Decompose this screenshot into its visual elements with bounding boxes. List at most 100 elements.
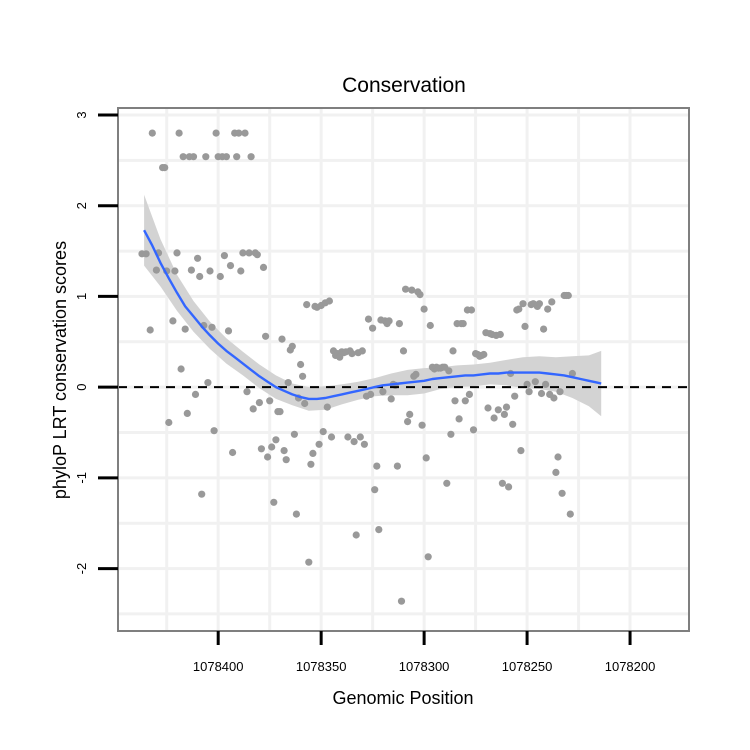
- data-point: [202, 153, 210, 161]
- data-point: [385, 317, 393, 325]
- data-point: [511, 392, 519, 400]
- data-point: [253, 251, 261, 259]
- data-point: [146, 326, 154, 334]
- data-point: [449, 347, 457, 355]
- data-point: [494, 406, 502, 414]
- data-point: [181, 325, 189, 333]
- data-point: [305, 558, 313, 566]
- data-point: [224, 327, 233, 335]
- data-point: [554, 453, 562, 461]
- data-point: [266, 397, 274, 405]
- data-point: [204, 379, 212, 387]
- x-tick-label: 1078200: [605, 659, 656, 674]
- data-point: [292, 510, 300, 518]
- data-point: [397, 597, 406, 605]
- data-point: [257, 445, 265, 453]
- data-point: [280, 447, 288, 455]
- data-point: [424, 553, 432, 561]
- data-point: [490, 414, 498, 422]
- data-point: [255, 399, 263, 407]
- data-point: [327, 433, 336, 441]
- data-point: [319, 428, 327, 436]
- y-tick-label: 0: [74, 384, 89, 391]
- data-point: [531, 378, 539, 386]
- data-point: [498, 479, 506, 487]
- data-point: [189, 153, 198, 161]
- data-point: [245, 249, 253, 257]
- data-point: [220, 252, 228, 260]
- plot-panel: [118, 108, 689, 631]
- data-point: [249, 405, 257, 413]
- data-point: [426, 321, 434, 330]
- data-point: [525, 388, 533, 396]
- data-point: [406, 410, 414, 418]
- data-point: [268, 443, 276, 451]
- data-point: [233, 153, 241, 161]
- data-point: [284, 379, 292, 387]
- data-point: [350, 438, 358, 446]
- data-point: [540, 325, 548, 333]
- data-point: [142, 250, 150, 258]
- data-point: [309, 449, 317, 457]
- data-point: [445, 367, 453, 375]
- data-point: [194, 254, 202, 262]
- data-point: [568, 369, 577, 378]
- data-point: [552, 468, 560, 476]
- data-point: [187, 266, 195, 274]
- plot-border: [117, 107, 690, 632]
- data-point: [235, 129, 243, 137]
- data-point: [375, 526, 383, 534]
- data-point: [379, 388, 387, 396]
- data-point: [387, 395, 395, 403]
- x-tick-label: 1078400: [193, 659, 244, 674]
- data-point: [191, 390, 200, 398]
- data-point: [315, 440, 323, 448]
- data-point: [237, 267, 245, 275]
- data-point: [307, 460, 315, 468]
- data-point: [418, 421, 426, 429]
- data-point: [278, 335, 286, 343]
- data-point: [412, 370, 420, 378]
- x-tick-label: 1078250: [502, 659, 553, 674]
- data-point: [216, 272, 224, 281]
- data-point: [404, 418, 412, 426]
- x-tick-label: 1078300: [399, 659, 450, 674]
- data-point: [303, 301, 311, 309]
- data-point: [542, 380, 550, 388]
- data-point: [496, 330, 504, 339]
- data-point: [239, 249, 247, 257]
- data-point: [550, 394, 558, 402]
- data-point: [480, 350, 488, 359]
- y-axis-title: phyloP LRT conservation scores: [50, 241, 70, 499]
- data-point: [206, 267, 214, 275]
- data-point: [177, 365, 185, 373]
- data-point: [422, 454, 430, 462]
- data-point: [173, 249, 181, 257]
- scatter-points: [138, 129, 577, 605]
- y-tick-label: -2: [74, 563, 89, 575]
- data-point: [241, 129, 249, 137]
- data-point: [299, 372, 307, 380]
- x-tick-label: 1078350: [296, 659, 347, 674]
- data-point: [344, 433, 352, 441]
- data-point: [447, 430, 455, 438]
- smooth-line-group: [143, 229, 602, 401]
- data-point: [226, 262, 235, 270]
- data-point: [469, 426, 478, 434]
- data-point: [465, 390, 473, 398]
- data-point: [161, 164, 169, 172]
- data-point: [259, 263, 268, 271]
- data-point: [455, 415, 463, 423]
- data-point: [521, 322, 529, 330]
- data-point: [297, 360, 305, 369]
- grid: [118, 108, 689, 631]
- data-point: [505, 483, 513, 491]
- data-point: [369, 324, 377, 332]
- y-tick-label: -1: [74, 472, 89, 484]
- data-point: [229, 448, 237, 457]
- data-point: [395, 320, 403, 328]
- y-tick-label: 1: [74, 293, 89, 300]
- data-point: [402, 285, 410, 293]
- data-point: [301, 399, 309, 408]
